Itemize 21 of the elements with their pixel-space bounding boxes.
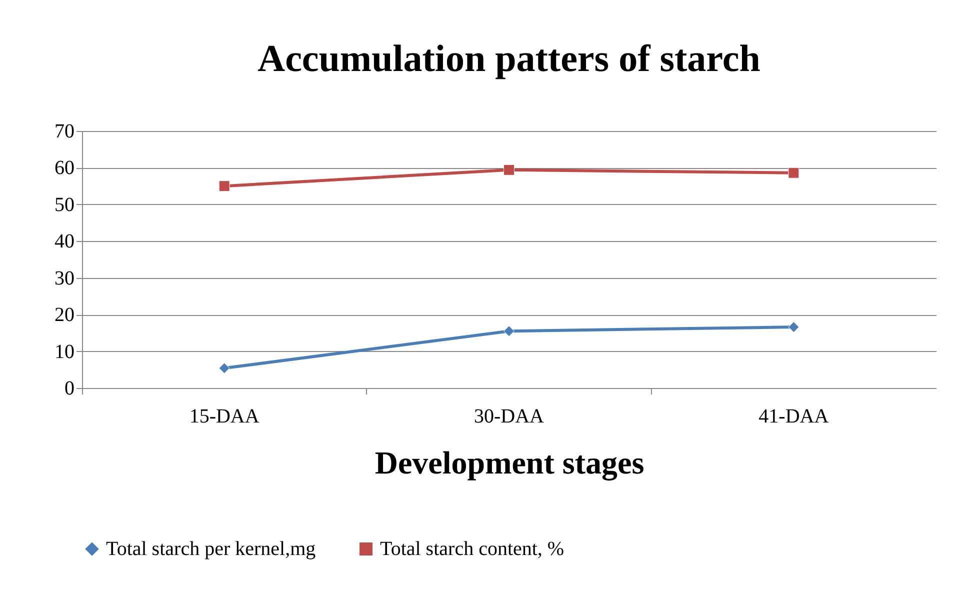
- y-tick-label: 20: [54, 304, 74, 326]
- point: [504, 164, 514, 176]
- legend-label: Total starch content, %: [380, 538, 564, 560]
- point: [218, 180, 230, 192]
- x-axis-title: Development stages: [374, 444, 644, 482]
- y-tick-label: 70: [54, 120, 74, 142]
- point: [504, 326, 514, 337]
- y-tick-label: 0: [64, 378, 74, 400]
- y-tick-label: 60: [54, 157, 74, 180]
- chart-title: Accumulation patters of starch: [258, 38, 760, 80]
- x-tick-label: 30-DAA: [474, 406, 545, 428]
- y-tick-label: 10: [54, 340, 74, 363]
- x-tick-label: 15-DAA: [189, 406, 260, 428]
- point: [218, 362, 230, 374]
- y-tick-label: 50: [54, 194, 74, 216]
- y-tick-label: 30: [54, 267, 74, 290]
- point: [788, 322, 800, 333]
- legend-label: Total starch per kernel,mg: [106, 538, 316, 560]
- y-tick-label: 40: [54, 230, 74, 253]
- x-tick-label: 41-DAA: [758, 406, 830, 428]
- point: [788, 167, 800, 178]
